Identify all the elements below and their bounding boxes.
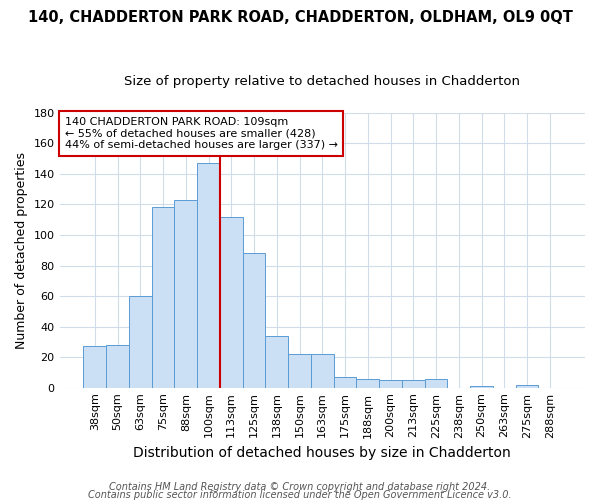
Text: 140 CHADDERTON PARK ROAD: 109sqm
← 55% of detached houses are smaller (428)
44% : 140 CHADDERTON PARK ROAD: 109sqm ← 55% o…	[65, 117, 338, 150]
Bar	[379, 380, 402, 388]
Bar	[197, 163, 220, 388]
Bar	[334, 377, 356, 388]
Bar	[311, 354, 334, 388]
Bar	[425, 378, 448, 388]
Text: 140, CHADDERTON PARK ROAD, CHADDERTON, OLDHAM, OL9 0QT: 140, CHADDERTON PARK ROAD, CHADDERTON, O…	[28, 10, 572, 25]
Bar	[288, 354, 311, 388]
Title: Size of property relative to detached houses in Chadderton: Size of property relative to detached ho…	[124, 75, 520, 88]
Bar	[242, 254, 265, 388]
Text: Contains HM Land Registry data © Crown copyright and database right 2024.: Contains HM Land Registry data © Crown c…	[109, 482, 491, 492]
Bar	[356, 378, 379, 388]
Bar	[83, 346, 106, 388]
Bar	[265, 336, 288, 388]
X-axis label: Distribution of detached houses by size in Chadderton: Distribution of detached houses by size …	[133, 446, 511, 460]
Bar	[470, 386, 493, 388]
Bar	[515, 384, 538, 388]
Bar	[129, 296, 152, 388]
Bar	[175, 200, 197, 388]
Text: Contains public sector information licensed under the Open Government Licence v3: Contains public sector information licen…	[88, 490, 512, 500]
Bar	[402, 380, 425, 388]
Y-axis label: Number of detached properties: Number of detached properties	[15, 152, 28, 348]
Bar	[152, 208, 175, 388]
Bar	[106, 345, 129, 388]
Bar	[220, 216, 242, 388]
